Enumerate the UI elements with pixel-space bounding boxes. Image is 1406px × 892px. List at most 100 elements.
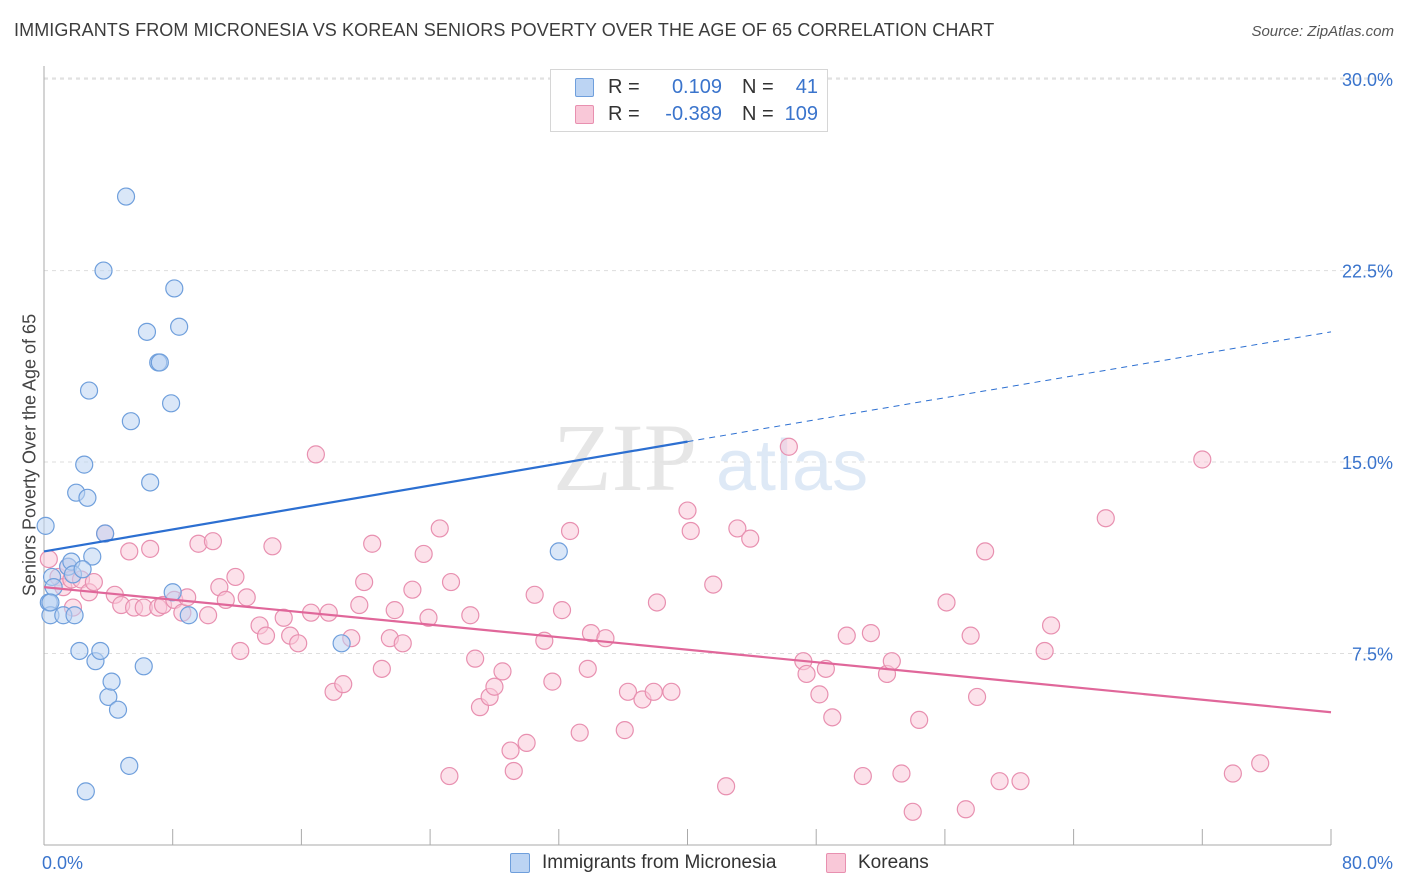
x-tick-label: 0.0% — [42, 853, 83, 873]
korean-trend-line — [43, 586, 1332, 714]
korean-point — [903, 802, 922, 821]
watermark-atlas: atlas — [716, 426, 868, 506]
blue-swatch — [510, 853, 530, 873]
micronesia-trend-extension — [687, 331, 1332, 443]
y-tick-label: 30.0% — [1342, 70, 1393, 90]
korean-point — [618, 682, 638, 701]
korean-point — [552, 601, 572, 620]
micronesia-point — [91, 641, 110, 661]
micronesia-point — [120, 756, 139, 775]
korean-point — [853, 766, 872, 786]
y-axis-label: Seniors Poverty Over the Age of 65 — [19, 313, 40, 597]
gridlines — [44, 77, 1391, 655]
korean-point — [501, 741, 520, 760]
micronesia-point — [332, 634, 351, 653]
tick-labels: 7.5% 15.0% 22.5% 30.0% 0.0% 80.0% — [42, 70, 1393, 873]
micronesia-point — [137, 322, 157, 341]
chart-title: IMMIGRANTS FROM MICRONESIA VS KOREAN SEN… — [14, 20, 995, 40]
korean-point — [334, 675, 353, 694]
micronesia-point — [75, 455, 94, 474]
korean-point — [741, 529, 760, 548]
korean-point — [372, 659, 391, 678]
korean-point — [393, 634, 412, 653]
korean-point — [797, 664, 816, 684]
korean-point — [256, 626, 276, 645]
korean-point — [892, 764, 911, 783]
micronesia-point — [549, 542, 568, 561]
korean-point — [615, 721, 634, 740]
korean-point — [525, 585, 544, 604]
watermark-zip: ZIP — [553, 404, 697, 511]
micronesia-point — [94, 261, 113, 280]
korean-point — [226, 567, 245, 587]
micronesia-point — [134, 657, 153, 676]
korean-point — [414, 544, 433, 564]
bottom-legend: Immigrants from Micronesia Koreans — [0, 852, 1406, 878]
r-label: R = — [608, 102, 640, 125]
korean-point — [647, 593, 667, 612]
correlation-legend: R = 0.109 N = 41 R = -0.389 N = 109 — [550, 69, 828, 132]
korean-point — [882, 652, 901, 671]
micronesia-point — [121, 412, 140, 431]
korean-point — [1096, 509, 1115, 528]
korean-point — [910, 710, 929, 730]
korean-point — [306, 445, 325, 464]
micronesia-point — [150, 353, 169, 372]
source-label: Source: ZipAtlas.com — [1251, 23, 1394, 40]
korean-point — [419, 608, 438, 627]
korean-point — [779, 437, 798, 456]
korean-point — [704, 575, 723, 594]
korean-point — [231, 641, 250, 661]
series-micronesia — [36, 187, 568, 801]
korean-point — [440, 766, 459, 786]
korean-point — [355, 572, 374, 592]
micronesia-point — [179, 606, 198, 625]
korean-point — [1251, 754, 1270, 773]
korean-point — [203, 532, 223, 551]
micronesia-point — [170, 317, 189, 336]
korean-point — [961, 626, 980, 645]
micronesia-point — [78, 488, 97, 507]
micronesia-point — [141, 473, 160, 492]
r-label: R = — [608, 75, 640, 98]
korean-point — [363, 534, 382, 553]
micronesia-point — [165, 279, 184, 298]
n-label: N = — [742, 75, 774, 98]
korean-point — [289, 634, 308, 653]
korean-point — [560, 521, 580, 541]
korean-point — [84, 572, 103, 592]
micronesia-point — [116, 187, 136, 206]
korean-point — [837, 626, 856, 645]
r-value: -0.389 — [665, 102, 722, 125]
trend-lines — [43, 331, 1332, 714]
legend-label: Immigrants from Micronesia — [542, 852, 777, 873]
korean-point — [596, 629, 615, 648]
korean-point — [237, 588, 256, 607]
micronesia-point — [65, 606, 84, 625]
legend-item-micronesia: Immigrants from Micronesia — [510, 852, 776, 874]
pink-swatch — [575, 104, 594, 124]
korean-point — [570, 723, 589, 742]
micronesia-point — [102, 672, 121, 691]
micronesia-point — [36, 516, 55, 535]
pink-swatch — [826, 853, 846, 873]
korean-point — [678, 501, 697, 520]
axes — [43, 66, 1332, 846]
r-value: 0.109 — [671, 75, 722, 98]
korean-point — [717, 777, 736, 796]
micronesia-point — [70, 641, 89, 661]
x-tick-label: 80.0% — [1342, 853, 1393, 873]
korean-point — [385, 601, 404, 620]
korean-point — [466, 649, 485, 668]
korean-point — [976, 542, 995, 561]
n-label: N = — [742, 102, 774, 125]
y-tick-label: 15.0% — [1342, 453, 1393, 473]
korean-point — [198, 606, 218, 625]
micronesia-point — [79, 381, 99, 400]
korean-point — [681, 521, 700, 541]
micronesia-point — [76, 782, 95, 801]
korean-point — [967, 687, 987, 707]
korean-point — [430, 519, 449, 538]
korean-point — [543, 672, 562, 691]
